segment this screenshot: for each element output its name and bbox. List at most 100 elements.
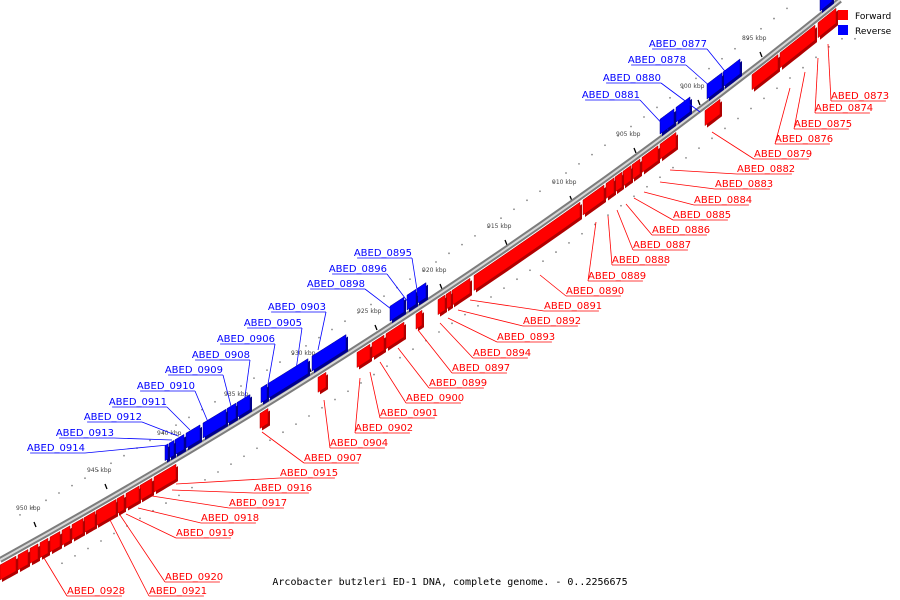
forward-gene-block[interactable] bbox=[71, 517, 85, 542]
gene-label[interactable]: ABED_0888 bbox=[612, 255, 670, 266]
gene-label[interactable]: ABED_0892 bbox=[523, 316, 581, 327]
gene-label[interactable]: ABED_0901 bbox=[380, 408, 438, 419]
gene-label[interactable]: ABED_0918 bbox=[201, 513, 259, 524]
forward-gene-block[interactable] bbox=[659, 131, 678, 162]
forward-gene-block[interactable] bbox=[95, 498, 118, 528]
gene-label[interactable]: ABED_0886 bbox=[652, 225, 710, 236]
reverse-gene-block[interactable] bbox=[416, 282, 428, 306]
gene-label[interactable]: ABED_0891 bbox=[544, 301, 602, 312]
forward-gene-block[interactable] bbox=[371, 334, 386, 360]
reverse-gene-block[interactable] bbox=[819, 0, 834, 14]
reverse-gene-block[interactable] bbox=[260, 383, 269, 405]
gene-label[interactable]: ABED_0912 bbox=[84, 412, 142, 423]
gene-label[interactable]: ABED_0876 bbox=[775, 134, 833, 145]
forward-gene-block[interactable] bbox=[779, 24, 817, 70]
gene-label[interactable]: ABED_0909 bbox=[165, 365, 223, 376]
gene-label[interactable]: ABED_0928 bbox=[67, 586, 125, 597]
forward-gene-block[interactable] bbox=[0, 555, 18, 582]
gene-label[interactable]: ABED_0883 bbox=[715, 179, 773, 190]
gene-label[interactable]: ABED_0890 bbox=[566, 286, 624, 297]
forward-gene-block[interactable] bbox=[17, 548, 30, 573]
gene-label[interactable]: ABED_0878 bbox=[628, 55, 686, 66]
gene-label[interactable]: ABED_0907 bbox=[304, 453, 362, 464]
forward-gene-block[interactable] bbox=[622, 164, 633, 189]
gene-label[interactable]: ABED_0899 bbox=[429, 378, 487, 389]
gene-label[interactable]: ABED_0885 bbox=[673, 210, 731, 221]
gene-label[interactable]: ABED_0879 bbox=[754, 149, 812, 160]
gene-label[interactable]: ABED_0894 bbox=[473, 348, 531, 359]
gene-label[interactable]: ABED_0898 bbox=[307, 279, 365, 290]
gene-label[interactable]: ABED_0875 bbox=[794, 119, 852, 130]
gene-label[interactable]: ABED_0893 bbox=[497, 332, 555, 343]
gene-label[interactable]: ABED_0884 bbox=[694, 195, 752, 206]
forward-gene-block[interactable] bbox=[139, 477, 154, 503]
reverse-gene-block[interactable] bbox=[311, 334, 348, 374]
gene-label[interactable]: ABED_0889 bbox=[588, 271, 646, 282]
forward-gene-block[interactable] bbox=[49, 530, 62, 555]
forward-gene-block[interactable] bbox=[317, 371, 328, 395]
gene-label[interactable]: ABED_0905 bbox=[244, 318, 302, 329]
gene-label[interactable]: ABED_0913 bbox=[56, 428, 114, 439]
reverse-gene-block[interactable] bbox=[202, 408, 228, 441]
forward-gene-block[interactable] bbox=[29, 543, 40, 566]
gene-label[interactable]: ABED_0882 bbox=[737, 164, 795, 175]
forward-gene-block[interactable] bbox=[451, 277, 472, 308]
gene-label[interactable]: ABED_0873 bbox=[831, 91, 889, 102]
forward-gene-block[interactable] bbox=[415, 309, 424, 332]
forward-gene-block[interactable] bbox=[385, 321, 406, 351]
gene-label[interactable]: ABED_0919 bbox=[176, 528, 234, 539]
reverse-gene-block[interactable] bbox=[389, 296, 406, 324]
forward-gene-block[interactable] bbox=[61, 525, 72, 548]
gene-label[interactable]: ABED_0880 bbox=[603, 73, 661, 84]
reverse-gene-block[interactable] bbox=[659, 108, 676, 137]
gene-label[interactable]: ABED_0902 bbox=[355, 423, 413, 434]
gene-label[interactable]: ABED_0908 bbox=[192, 350, 250, 361]
forward-gene-block[interactable] bbox=[641, 145, 660, 175]
forward-gene-block[interactable] bbox=[259, 408, 270, 431]
forward-gene-block[interactable] bbox=[39, 537, 50, 560]
reverse-gene-block[interactable] bbox=[164, 443, 170, 463]
gene-label[interactable]: ABED_0897 bbox=[452, 363, 510, 374]
gene-label[interactable]: ABED_0920 bbox=[165, 572, 223, 583]
forward-gene-block[interactable] bbox=[83, 511, 97, 535]
forward-gene-block[interactable] bbox=[437, 294, 447, 317]
gene-label[interactable]: ABED_0904 bbox=[330, 438, 388, 449]
gene-label[interactable]: ABED_0874 bbox=[815, 103, 873, 114]
reverse-gene-block[interactable] bbox=[236, 394, 252, 420]
forward-gene-block[interactable] bbox=[356, 343, 372, 370]
gene-label[interactable]: ABED_0887 bbox=[633, 240, 691, 251]
gene-label[interactable]: ABED_0917 bbox=[229, 498, 287, 509]
reverse-gene-block[interactable] bbox=[406, 288, 418, 313]
forward-gene-block[interactable] bbox=[582, 184, 606, 218]
forward-gene-block[interactable] bbox=[614, 171, 624, 195]
gene-label[interactable]: ABED_0915 bbox=[280, 468, 338, 479]
gene-label[interactable]: ABED_0906 bbox=[217, 334, 275, 345]
forward-gene-block[interactable] bbox=[125, 485, 141, 511]
forward-gene-block[interactable] bbox=[817, 7, 838, 40]
reverse-gene-block[interactable] bbox=[722, 58, 742, 89]
reverse-gene-block[interactable] bbox=[267, 358, 310, 401]
reverse-gene-block[interactable] bbox=[185, 424, 202, 451]
forward-gene-block[interactable] bbox=[631, 158, 642, 182]
gene-label[interactable]: ABED_0911 bbox=[109, 397, 167, 408]
forward-gene-block[interactable] bbox=[751, 53, 780, 92]
gene-label[interactable]: ABED_0914 bbox=[27, 443, 85, 454]
gene-label[interactable]: ABED_0896 bbox=[329, 264, 387, 275]
gene-label[interactable]: ABED_0877 bbox=[649, 39, 707, 50]
gene-label[interactable]: ABED_0916 bbox=[254, 483, 312, 494]
gene-label[interactable]: ABED_0921 bbox=[149, 586, 207, 597]
forward-gene-block[interactable] bbox=[605, 177, 616, 201]
reverse-gene-block[interactable] bbox=[675, 96, 692, 125]
gene-label[interactable]: ABED_0900 bbox=[406, 393, 464, 404]
reverse-gene-block[interactable] bbox=[706, 72, 724, 102]
reverse-gene-block[interactable] bbox=[226, 402, 238, 426]
forward-gene-block[interactable] bbox=[704, 98, 722, 128]
forward-gene-block[interactable] bbox=[445, 290, 453, 312]
reverse-gene-block[interactable] bbox=[168, 439, 176, 461]
forward-gene-block[interactable] bbox=[153, 463, 178, 495]
forward-gene-block[interactable] bbox=[116, 494, 126, 516]
gene-label[interactable]: ABED_0903 bbox=[268, 302, 326, 313]
reverse-gene-block[interactable] bbox=[174, 433, 186, 457]
gene-label[interactable]: ABED_0881 bbox=[582, 90, 640, 101]
gene-label[interactable]: ABED_0895 bbox=[354, 248, 412, 259]
